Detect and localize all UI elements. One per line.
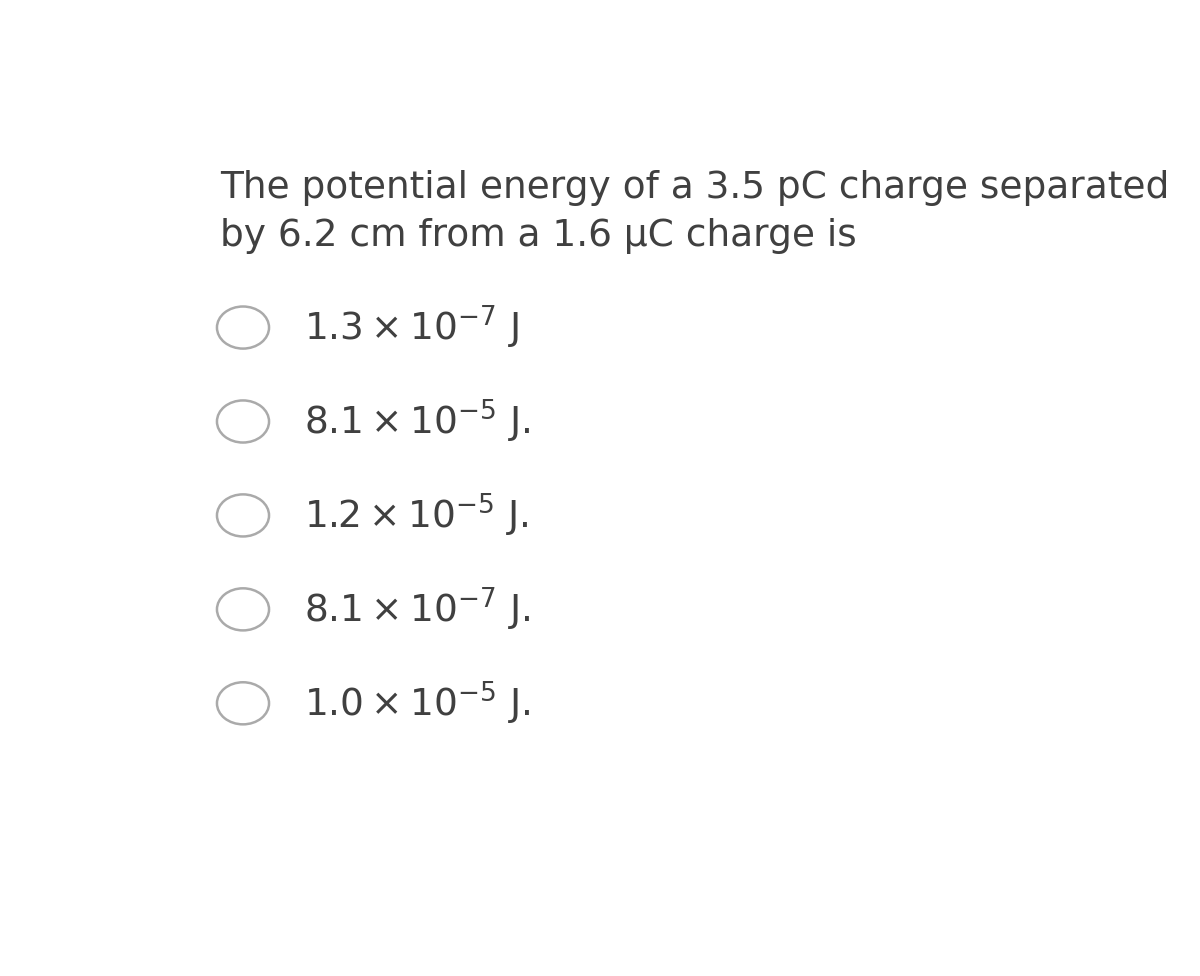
Text: $1.3 \times 10^{-7}$ J: $1.3 \times 10^{-7}$ J xyxy=(305,304,520,351)
Text: The potential energy of a 3.5 pC charge separated
by 6.2 cm from a 1.6 μC charge: The potential energy of a 3.5 pC charge … xyxy=(220,170,1169,255)
Text: $1.2 \times 10^{-5}$ J.: $1.2 \times 10^{-5}$ J. xyxy=(305,492,529,540)
Text: $8.1 \times 10^{-7}$ J.: $8.1 \times 10^{-7}$ J. xyxy=(305,586,530,633)
Text: $8.1 \times 10^{-5}$ J.: $8.1 \times 10^{-5}$ J. xyxy=(305,397,530,445)
Text: $1.0 \times 10^{-5}$ J.: $1.0 \times 10^{-5}$ J. xyxy=(305,679,530,727)
